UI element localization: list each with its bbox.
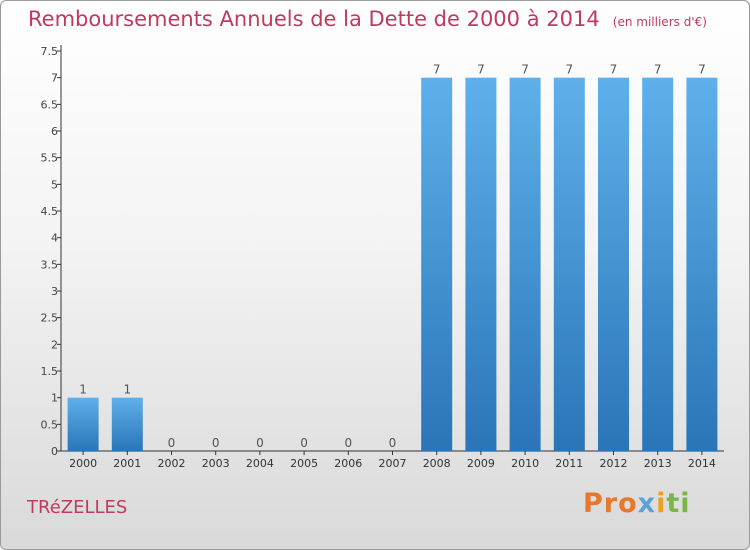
bar	[553, 77, 585, 452]
x-tick-label: 2013	[644, 457, 672, 470]
x-tick-label: 2000	[69, 457, 97, 470]
data-label: 7	[698, 63, 706, 77]
data-label: 7	[610, 63, 618, 77]
x-tick-label: 2001	[113, 457, 141, 470]
y-tick-label: 4.5	[41, 205, 59, 218]
data-label: 0	[300, 436, 308, 450]
data-label: 1	[79, 383, 87, 397]
x-tick-label: 2002	[158, 457, 186, 470]
bar	[465, 77, 497, 452]
logo-part-3: i	[656, 488, 667, 519]
chart-title-block: Remboursements Annuels de la Dette de 20…	[28, 7, 707, 31]
x-tick-label: 2010	[511, 457, 539, 470]
x-tick-label: 2012	[600, 457, 628, 470]
bar	[111, 397, 143, 451]
y-tick-label: 2.5	[41, 312, 59, 325]
data-label: 0	[168, 436, 176, 450]
logo-part-1: Pro	[583, 488, 638, 519]
x-tick-label: 2006	[334, 457, 362, 470]
y-tick-label: 0	[51, 445, 58, 458]
y-tick-label: 4	[51, 232, 58, 245]
bar	[421, 77, 453, 452]
data-label: 0	[344, 436, 352, 450]
y-tick-label: 0.5	[41, 418, 59, 431]
bar	[642, 77, 674, 452]
data-label: 0	[389, 436, 397, 450]
y-tick-label: 7	[51, 72, 58, 85]
y-tick-label: 2	[51, 338, 58, 351]
y-tick-label: 5.5	[41, 152, 59, 165]
x-tick-label: 2009	[467, 457, 495, 470]
logo-part-2: x	[637, 488, 657, 519]
logo-part-4: ti	[666, 488, 691, 519]
y-tick-label: 1.5	[41, 365, 59, 378]
x-tick-label: 2005	[290, 457, 318, 470]
bar	[67, 397, 99, 451]
commune-name: TRéZELLES	[27, 497, 128, 518]
bar	[509, 77, 541, 452]
data-label: 1	[123, 383, 131, 397]
data-label: 0	[256, 436, 264, 450]
x-tick-label: 2011	[555, 457, 583, 470]
data-label: 7	[521, 63, 529, 77]
data-label: 7	[565, 63, 573, 77]
bar	[598, 77, 629, 452]
x-tick-label: 2004	[246, 457, 274, 470]
y-tick-label: 6.5	[41, 98, 59, 111]
data-label: 7	[477, 63, 485, 77]
data-label: 0	[212, 436, 220, 450]
y-tick-label: 1	[51, 392, 58, 405]
x-tick-label: 2003	[202, 457, 230, 470]
data-label: 7	[654, 63, 662, 77]
y-tick-label: 3	[51, 285, 58, 298]
chart-title: Remboursements Annuels de la Dette de 20…	[28, 7, 600, 31]
x-tick-label: 2007	[379, 457, 407, 470]
y-tick-label: 5	[51, 178, 58, 191]
y-tick-label: 6	[51, 125, 58, 138]
bar	[686, 77, 718, 452]
data-label: 7	[433, 63, 441, 77]
x-tick-label: 2008	[423, 457, 451, 470]
y-tick-label: 7.5	[41, 45, 59, 58]
y-tick-label: 3.5	[41, 258, 59, 271]
x-tick-label: 2014	[688, 457, 716, 470]
proxiti-logo[interactable]: Proxiti	[583, 488, 691, 519]
chart-unit: (en milliers d'€)	[612, 15, 707, 29]
